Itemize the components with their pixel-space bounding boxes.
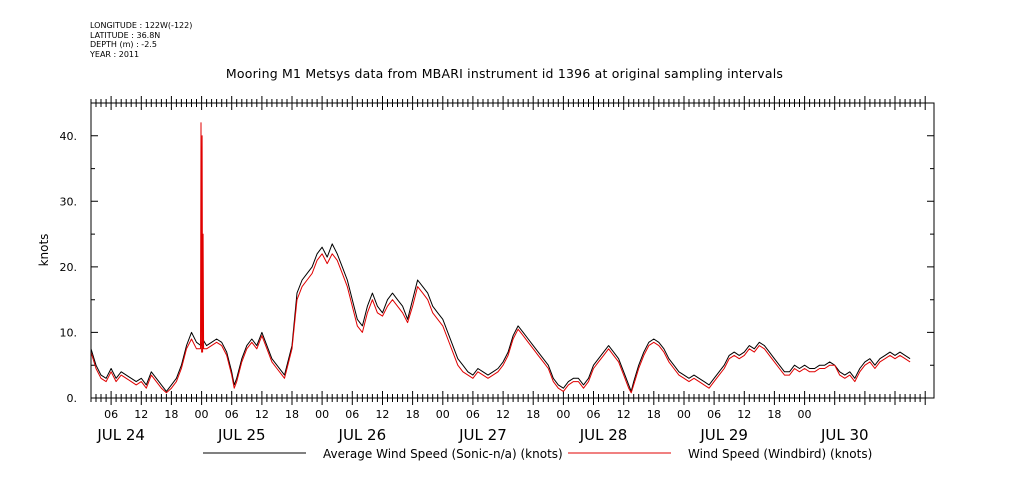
x-tick-label: 18 bbox=[406, 408, 420, 421]
legend: Average Wind Speed (Sonic-n/a) (knots) W… bbox=[203, 447, 872, 461]
y-tick-label: 20. bbox=[60, 261, 78, 274]
x-tick-label: 18 bbox=[647, 408, 661, 421]
series-line-average-wind-speed bbox=[90, 243, 911, 392]
x-tick-label: 00 bbox=[436, 408, 450, 421]
series-line-windbird-wind-speed bbox=[90, 122, 911, 394]
x-tick-label: 12 bbox=[255, 408, 269, 421]
day-label: JUL 30 bbox=[820, 426, 869, 444]
x-tick-label: 18 bbox=[285, 408, 299, 421]
day-label: JUL 27 bbox=[458, 426, 507, 444]
longitude-label: LONGITUDE : 122W(-122) bbox=[90, 21, 193, 30]
x-tick-label: 00 bbox=[677, 408, 691, 421]
x-tick-label: 06 bbox=[104, 408, 118, 421]
x-tick-label: 18 bbox=[526, 408, 540, 421]
y-tick-label: 0. bbox=[67, 392, 78, 405]
x-tick-label: 12 bbox=[375, 408, 389, 421]
chart-title: Mooring M1 Metsys data from MBARI instru… bbox=[225, 66, 784, 81]
series-lines bbox=[90, 122, 911, 394]
x-axis-ticks bbox=[90, 96, 926, 405]
day-label: JUL 24 bbox=[96, 426, 145, 444]
y-axis-ticks bbox=[91, 102, 934, 399]
x-tick-label: 18 bbox=[767, 408, 781, 421]
day-label: JUL 26 bbox=[338, 426, 387, 444]
x-tick-label: 06 bbox=[707, 408, 721, 421]
x-tick-label: 00 bbox=[315, 408, 329, 421]
x-tick-label: 06 bbox=[466, 408, 480, 421]
x-tick-label: 00 bbox=[556, 408, 570, 421]
legend-label-average: Average Wind Speed (Sonic-n/a) (knots) bbox=[323, 447, 563, 461]
metadata-block: LONGITUDE : 122W(-122) LATITUDE : 36.8N … bbox=[90, 21, 192, 59]
y-tick-label: 30. bbox=[60, 195, 78, 208]
legend-label-windbird: Wind Speed (Windbird) (knots) bbox=[688, 447, 872, 461]
latitude-label: LATITUDE : 36.8N bbox=[90, 30, 161, 40]
year-label: YEAR : 2011 bbox=[90, 49, 140, 59]
axis-ticks bbox=[90, 96, 934, 405]
y-axis-label: knots bbox=[37, 234, 51, 267]
x-tick-label: 12 bbox=[496, 408, 510, 421]
x-tick-label: 06 bbox=[587, 408, 601, 421]
axis-labels: 0. 10. 20. 30. 40. 06 12 18 00 06 12 18 00 06 12 18 00 06… bbox=[60, 130, 869, 444]
x-tick-label: 06 bbox=[225, 408, 239, 421]
day-label: JUL 25 bbox=[217, 426, 266, 444]
day-label: JUL 28 bbox=[579, 426, 628, 444]
x-tick-label: 12 bbox=[617, 408, 631, 421]
x-tick-label: 12 bbox=[737, 408, 751, 421]
x-tick-label: 06 bbox=[345, 408, 359, 421]
x-tick-label: 12 bbox=[134, 408, 148, 421]
y-tick-label: 10. bbox=[60, 326, 78, 339]
x-tick-label: 18 bbox=[164, 408, 178, 421]
plot-frame bbox=[90, 102, 935, 399]
x-tick-label: 00 bbox=[195, 408, 209, 421]
day-label: JUL 29 bbox=[699, 426, 748, 444]
depth-label: DEPTH (m) : -2.5 bbox=[90, 40, 157, 49]
y-tick-label: 40. bbox=[60, 130, 78, 143]
x-tick-label: 00 bbox=[798, 408, 812, 421]
